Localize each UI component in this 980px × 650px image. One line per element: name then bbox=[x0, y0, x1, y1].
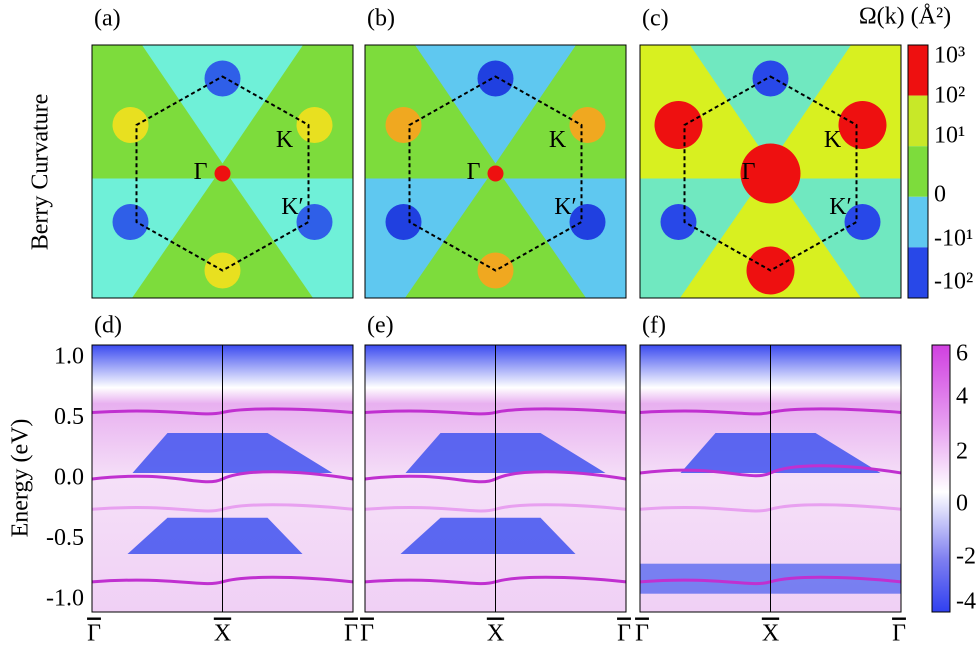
colorbar-tick-label: 6 bbox=[956, 341, 968, 367]
gamma-spot bbox=[740, 143, 801, 204]
y-tick-label: -0.5 bbox=[46, 525, 84, 551]
colorbar-tick-label: -10² bbox=[934, 269, 973, 295]
panel-frame bbox=[639, 344, 902, 613]
x-tick-label: X bbox=[487, 621, 504, 647]
band-panel bbox=[364, 344, 627, 613]
colorbar-tick-label: 10² bbox=[934, 83, 965, 109]
y-axis-label: Berry Curvature bbox=[28, 94, 54, 251]
panel-frame bbox=[639, 44, 902, 299]
colorbar-tick-label: 0 bbox=[956, 491, 968, 517]
panel-frame bbox=[364, 344, 627, 613]
curvature-spot bbox=[204, 60, 241, 97]
colorbar-frame bbox=[907, 44, 929, 299]
x-tick-label: Γ bbox=[892, 621, 906, 647]
panel-label: (d) bbox=[94, 313, 122, 339]
bulk-region bbox=[127, 517, 303, 555]
point-label: Γ bbox=[467, 159, 481, 185]
gamma-spot bbox=[214, 165, 231, 182]
curvature-spot bbox=[752, 60, 789, 97]
curvature-spot bbox=[112, 107, 149, 143]
y-tick-label: 0.5 bbox=[54, 404, 84, 430]
curvature-spot bbox=[844, 204, 881, 240]
colorbar-tick-label: 2 bbox=[956, 439, 968, 465]
x-tick-label: X bbox=[762, 621, 779, 647]
curvature-spot bbox=[385, 107, 422, 143]
brillouin-zone bbox=[408, 75, 583, 272]
colorbar-tick-label: -10¹ bbox=[934, 226, 973, 252]
colorbar-title: Ω(k) (Å²) bbox=[859, 4, 951, 30]
x-tick-label: Γ bbox=[617, 621, 631, 647]
band-panel bbox=[91, 344, 354, 613]
curvature-spot bbox=[112, 204, 149, 240]
band-panel bbox=[639, 344, 902, 613]
colorbar-segment bbox=[908, 45, 928, 96]
region bbox=[415, 45, 576, 164]
x-tick-label: Γ bbox=[344, 621, 358, 647]
curvature-spot bbox=[296, 107, 333, 143]
panel-frame bbox=[91, 344, 354, 613]
panel-label: (b) bbox=[367, 6, 395, 32]
colorbar-segment bbox=[908, 247, 928, 298]
colorbar-tick-label: 0 bbox=[934, 182, 946, 208]
y-tick-label: 1.0 bbox=[54, 344, 84, 370]
colorbar-segment bbox=[908, 95, 928, 147]
point-label: K′ bbox=[829, 194, 852, 220]
y-tick-label: 0.0 bbox=[54, 465, 84, 491]
curvature-spot bbox=[296, 204, 333, 240]
point-label: K bbox=[549, 127, 567, 153]
point-label: K′ bbox=[554, 194, 577, 220]
region bbox=[142, 45, 303, 164]
curvature-spot bbox=[660, 204, 697, 240]
berry-panel: Γ K K′ bbox=[91, 44, 354, 299]
bulk-region bbox=[405, 433, 606, 473]
curvature-spot bbox=[654, 101, 703, 149]
panel-label: (f) bbox=[642, 313, 666, 339]
y-tick-label: -1.0 bbox=[46, 586, 84, 612]
panel-frame bbox=[364, 44, 627, 299]
bulk-region bbox=[400, 517, 576, 555]
colorbar-tick-label: -2 bbox=[956, 544, 976, 570]
panel-label: (a) bbox=[94, 6, 121, 32]
curvature-spot bbox=[477, 60, 514, 97]
gamma-spot bbox=[487, 165, 504, 182]
panel-frame bbox=[91, 44, 354, 299]
point-label: K bbox=[276, 127, 294, 153]
panel-label: (e) bbox=[367, 313, 394, 339]
brillouin-zone bbox=[135, 75, 310, 272]
colorbar-tick-label: -4 bbox=[956, 589, 976, 615]
curvature-spot bbox=[838, 101, 887, 149]
region bbox=[690, 45, 851, 164]
brillouin-zone bbox=[683, 75, 858, 272]
curvature-spot bbox=[385, 204, 422, 240]
point-label: Γ bbox=[742, 159, 756, 185]
curvature-spot bbox=[569, 204, 606, 240]
x-tick-label: X bbox=[214, 621, 231, 647]
berry-panel: Γ K K′ bbox=[639, 44, 902, 299]
colorbar-segment bbox=[908, 196, 928, 248]
colorbar-tick-label: 10¹ bbox=[934, 123, 965, 149]
bulk-region bbox=[680, 433, 881, 473]
y-axis-label: Energy (eV) bbox=[8, 419, 34, 538]
point-label: K bbox=[824, 127, 842, 153]
colorbar bbox=[931, 344, 951, 613]
x-tick-label: Γ bbox=[360, 621, 374, 647]
berry-panel: Γ K K′ bbox=[364, 44, 627, 299]
colorbar-tick-label: 4 bbox=[956, 384, 968, 410]
x-tick-label: Γ bbox=[635, 621, 649, 647]
colorbar-tick-label: 10³ bbox=[934, 43, 965, 69]
x-tick-label: Γ bbox=[87, 621, 101, 647]
bulk-region bbox=[132, 433, 333, 473]
point-label: Γ bbox=[194, 159, 208, 185]
panel-label: (c) bbox=[642, 6, 669, 32]
point-label: K′ bbox=[281, 194, 304, 220]
curvature-spot bbox=[569, 107, 606, 143]
colorbar-segment bbox=[908, 146, 928, 197]
